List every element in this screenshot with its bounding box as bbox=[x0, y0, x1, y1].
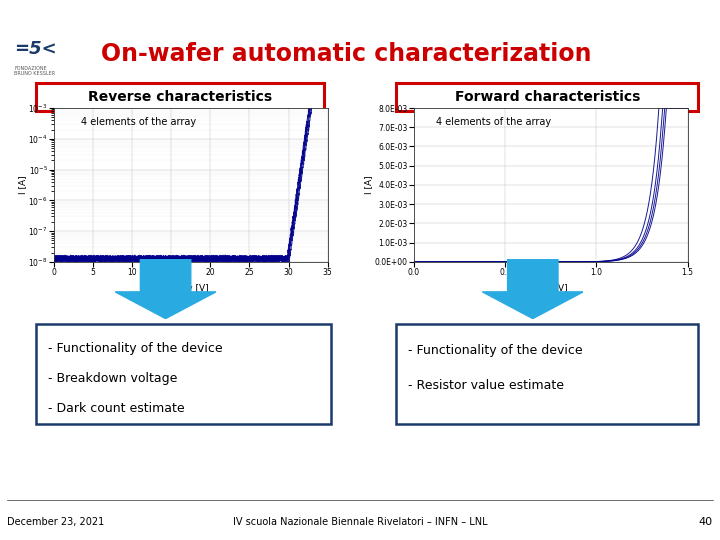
FancyBboxPatch shape bbox=[36, 83, 324, 111]
Text: Forward characteristics: Forward characteristics bbox=[454, 90, 640, 104]
FancyBboxPatch shape bbox=[396, 83, 698, 111]
Text: 40: 40 bbox=[698, 517, 713, 526]
Polygon shape bbox=[115, 259, 216, 319]
Text: - Dark count estimate: - Dark count estimate bbox=[48, 402, 184, 415]
Text: December 23, 2021: December 23, 2021 bbox=[7, 517, 104, 526]
Y-axis label: I [A]: I [A] bbox=[364, 176, 374, 194]
Text: Reverse characteristics: Reverse characteristics bbox=[88, 90, 272, 104]
X-axis label: Vrev [V]: Vrev [V] bbox=[173, 283, 209, 292]
FancyBboxPatch shape bbox=[36, 324, 331, 424]
X-axis label: Vfor [V]: Vfor [V] bbox=[534, 283, 568, 292]
Y-axis label: I [A]: I [A] bbox=[18, 176, 27, 194]
Text: FONDAZIONE
BRUNO KESSLER: FONDAZIONE BRUNO KESSLER bbox=[14, 65, 55, 76]
FancyBboxPatch shape bbox=[396, 324, 698, 424]
Text: - Resistor value estimate: - Resistor value estimate bbox=[408, 379, 564, 392]
Text: 4 elements of the array: 4 elements of the array bbox=[436, 117, 551, 127]
Text: IV scuola Nazionale Biennale Rivelatori – INFN – LNL: IV scuola Nazionale Biennale Rivelatori … bbox=[233, 517, 487, 526]
Text: On-wafer automatic characterization: On-wafer automatic characterization bbox=[101, 42, 591, 66]
Text: - Functionality of the device: - Functionality of the device bbox=[408, 344, 582, 357]
Text: - Functionality of the device: - Functionality of the device bbox=[48, 342, 222, 355]
Text: 4 elements of the array: 4 elements of the array bbox=[81, 117, 197, 127]
Polygon shape bbox=[482, 259, 583, 319]
Text: - Breakdown voltage: - Breakdown voltage bbox=[48, 372, 177, 385]
Text: =5<: =5< bbox=[14, 40, 57, 58]
